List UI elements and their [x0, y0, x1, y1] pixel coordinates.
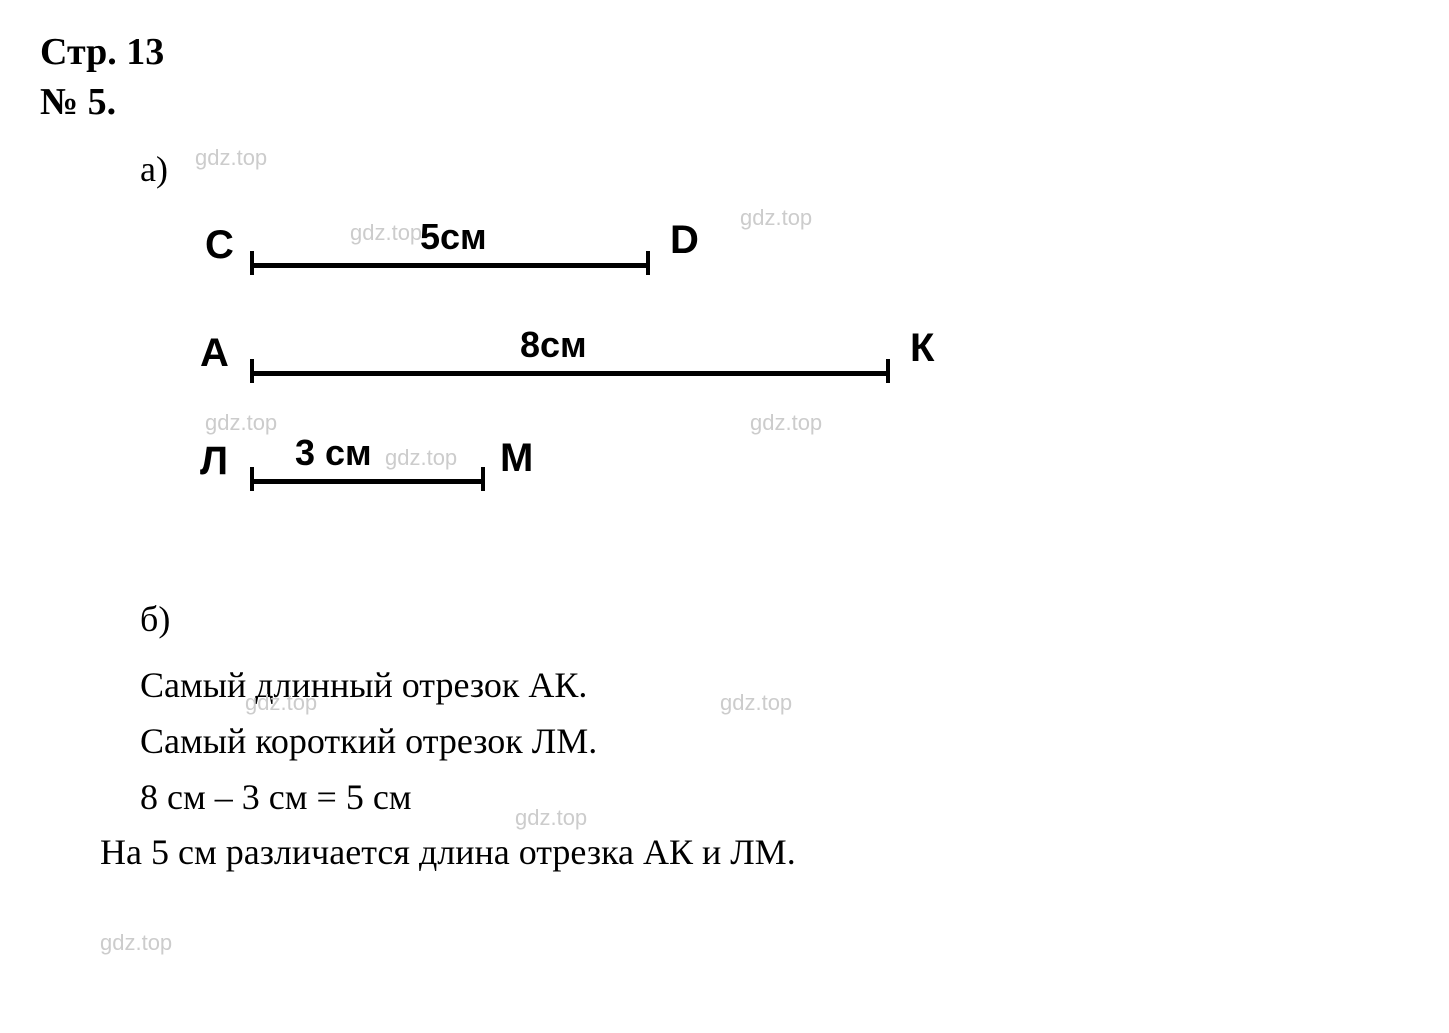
endpoint-c: C	[205, 223, 234, 268]
answer-line-3: 8 см – 3 см = 5 см	[140, 770, 1409, 826]
section-a-label: а)	[140, 148, 1409, 190]
endpoint-k: К	[910, 326, 934, 371]
segments-diagram: C 5см D А 8см К Л 3 см М	[200, 208, 1409, 538]
watermark: gdz.top	[195, 145, 267, 171]
tick-right	[646, 251, 650, 275]
watermark: gdz.top	[245, 690, 317, 716]
line-ak	[250, 371, 890, 376]
watermark: gdz.top	[750, 410, 822, 436]
watermark: gdz.top	[515, 805, 587, 831]
segment-lm: Л 3 см М	[200, 424, 1409, 514]
tick-right	[481, 467, 485, 491]
endpoint-d: D	[670, 218, 699, 263]
watermark: gdz.top	[205, 410, 277, 436]
endpoint-m: М	[500, 436, 533, 481]
endpoint-l: Л	[200, 439, 228, 484]
section-b-label: б)	[140, 598, 1409, 640]
problem-number-label: № 5.	[40, 80, 1409, 124]
length-lm: 3 см	[295, 432, 372, 474]
answer-line-4: На 5 см различается длина отрезка АК и Л…	[100, 825, 1409, 881]
watermark: gdz.top	[740, 205, 812, 231]
length-cd: 5см	[420, 216, 487, 258]
length-ak: 8см	[520, 324, 587, 366]
answer-line-2: Самый короткий отрезок ЛМ.	[140, 714, 1409, 770]
segment-ak: А 8см К	[200, 316, 1409, 406]
page-content: Стр. 13 № 5. а) C 5см D А 8см К Л 3 см М	[40, 30, 1409, 881]
endpoint-a: А	[200, 331, 229, 376]
watermark: gdz.top	[100, 930, 172, 956]
watermark: gdz.top	[720, 690, 792, 716]
page-number-label: Стр. 13	[40, 30, 1409, 74]
watermark: gdz.top	[385, 445, 457, 471]
tick-right	[886, 359, 890, 383]
line-cd	[250, 263, 650, 268]
line-lm	[250, 479, 485, 484]
watermark: gdz.top	[350, 220, 422, 246]
